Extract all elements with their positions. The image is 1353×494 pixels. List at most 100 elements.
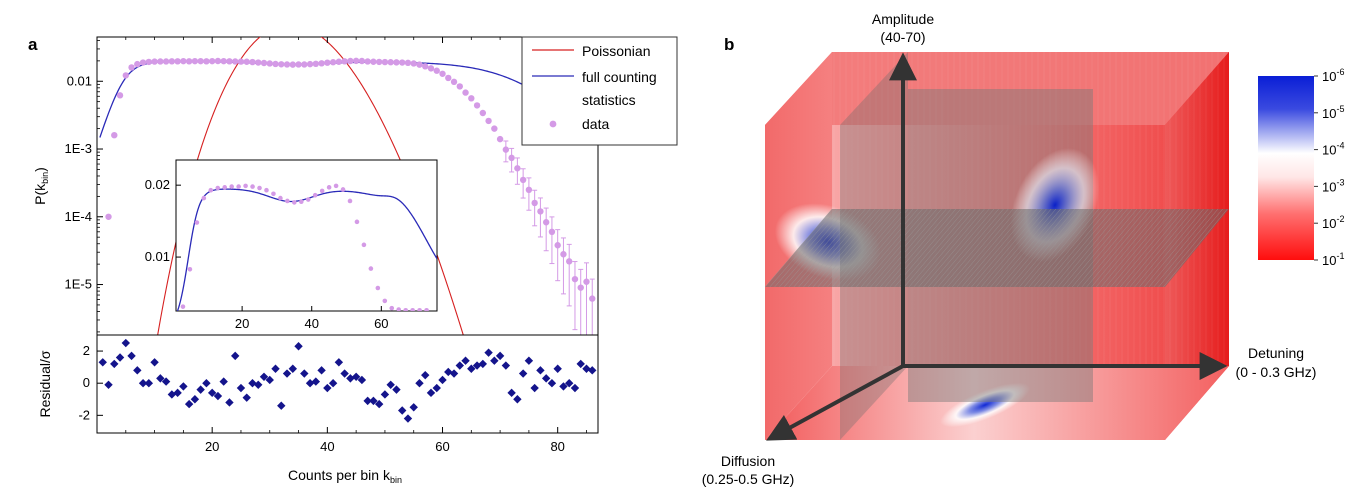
cube-horizontal-plane xyxy=(765,209,1229,287)
plane-hatch-line xyxy=(913,208,980,288)
plane-hatch-line xyxy=(1062,208,1128,288)
plane-hatch-line xyxy=(784,208,852,288)
residual-marker xyxy=(288,364,297,373)
plane-hatch-line xyxy=(1033,208,1099,288)
data-point xyxy=(479,109,487,117)
plane-hatch-line xyxy=(865,208,933,288)
colorbar-tick-label: 10-3 xyxy=(1322,177,1344,194)
plane-hatch-line xyxy=(976,208,1042,288)
data-point xyxy=(410,60,417,67)
inset-data-point xyxy=(368,266,374,271)
data-point xyxy=(237,58,245,65)
plane-hatch-line xyxy=(980,208,1047,288)
plane-hatch-line xyxy=(812,208,880,288)
residual-marker xyxy=(317,366,326,375)
residual-marker xyxy=(323,383,332,393)
data-point xyxy=(306,60,314,68)
data-point xyxy=(116,92,124,99)
data-point xyxy=(358,57,366,65)
residual-marker xyxy=(190,395,200,404)
plane-hatch-line xyxy=(971,208,1038,288)
data-point xyxy=(180,57,187,65)
colorbar-tick-label: 10-2 xyxy=(1322,214,1344,231)
inset-data-point xyxy=(264,187,269,193)
inset-xtick-label: 40 xyxy=(304,316,318,331)
residual-marker xyxy=(282,369,292,378)
data-point xyxy=(260,59,268,67)
plane-hatch-line xyxy=(856,208,923,288)
plane-hatch-line xyxy=(832,208,899,288)
data-point xyxy=(318,60,325,67)
amplitude-axis-label: Amplitude xyxy=(872,11,934,27)
inset-data-point xyxy=(354,219,360,225)
plane-hatch-line xyxy=(1105,208,1171,288)
data-point xyxy=(422,63,429,70)
plane-hatch-line xyxy=(942,208,1009,288)
data-point xyxy=(352,57,360,65)
data-point xyxy=(243,58,250,65)
data-point xyxy=(589,295,596,302)
residual-marker xyxy=(311,377,321,386)
data-point xyxy=(560,251,567,258)
inset-data-point xyxy=(375,285,381,291)
data-point xyxy=(381,58,389,66)
plane-hatch-line xyxy=(899,208,966,288)
data-point xyxy=(571,275,579,283)
colorbar: 10-6 10-5 10-4 10-3 10-2 10-1 xyxy=(1258,67,1344,268)
inset-data-point xyxy=(347,198,353,204)
inset-data-point xyxy=(208,187,214,193)
data-point xyxy=(508,154,515,162)
residual-marker xyxy=(432,383,441,393)
data-point xyxy=(128,64,135,71)
residual-marker xyxy=(570,383,580,393)
data-point xyxy=(462,89,469,96)
residual-marker xyxy=(438,375,447,385)
residual-marker xyxy=(421,370,430,380)
residual-marker xyxy=(501,361,511,370)
inset-data-point xyxy=(292,200,297,205)
data-point xyxy=(399,59,406,66)
plane-hatch-line xyxy=(817,208,885,288)
plane-hatch-line xyxy=(932,208,999,288)
inset-data-point xyxy=(229,184,234,189)
data-point xyxy=(456,83,463,90)
inset-data-point xyxy=(312,192,318,198)
legend-box xyxy=(521,36,678,146)
colorbar-tick-label: 10-6 xyxy=(1322,67,1344,84)
data-point xyxy=(283,61,291,68)
inset-data-point xyxy=(333,183,339,189)
plane-hatch-line xyxy=(875,208,942,288)
residual-marker xyxy=(490,356,499,365)
colorbar-tick-label: 10-5 xyxy=(1322,104,1344,121)
residual-marker xyxy=(403,414,413,423)
data-point xyxy=(537,208,544,215)
residual-ytick-label: -2 xyxy=(78,407,90,422)
inset-xtick-label: 20 xyxy=(235,316,249,331)
data-point xyxy=(278,61,285,68)
data-point xyxy=(139,59,147,66)
plane-hatch-line xyxy=(880,208,947,288)
data-point xyxy=(393,59,400,66)
legend-poissonian-label: Poissonian xyxy=(582,43,651,59)
residual-marker xyxy=(173,388,182,398)
inset-frame xyxy=(175,159,438,312)
residual-marker xyxy=(415,378,424,388)
plane-hatch-line xyxy=(1067,208,1133,288)
plane-hatch-line xyxy=(1043,208,1109,288)
data-point xyxy=(577,284,584,291)
main-plot-area xyxy=(99,37,598,335)
inset-plot-area xyxy=(176,183,437,311)
residual-marker xyxy=(277,401,286,410)
plane-hatch-line xyxy=(908,208,976,288)
data-point xyxy=(531,199,538,207)
plane-hatch-line xyxy=(1004,208,1071,288)
plane-hatch-line xyxy=(1148,208,1214,288)
residual-marker xyxy=(271,364,280,373)
main-xlabel: Counts per bin kbin xyxy=(288,467,402,485)
residual-marker xyxy=(242,393,251,402)
residual-marker xyxy=(351,372,361,381)
data-point xyxy=(220,57,227,65)
inset-data-point xyxy=(271,191,276,197)
data-point xyxy=(157,58,164,65)
diffusion-axis-label: Diffusion xyxy=(721,453,775,469)
